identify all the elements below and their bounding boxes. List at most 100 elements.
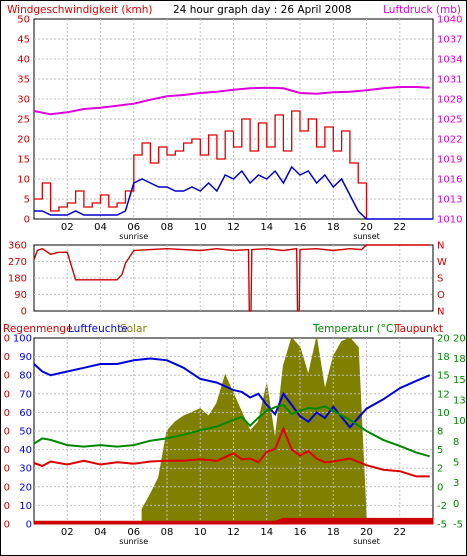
climate-x-tick-label: 02 bbox=[61, 527, 74, 538]
climate-x-tick-label: 06 bbox=[127, 527, 140, 538]
wind-x-tick-label: 08 bbox=[161, 222, 174, 233]
direction-compass-tick-label: O bbox=[437, 290, 445, 301]
rain-area bbox=[33, 517, 434, 525]
rain-y-tick-label: 0 bbox=[4, 352, 10, 363]
rain-y-tick-label: 0 bbox=[4, 334, 10, 345]
rain-y-tick-label: 0 bbox=[4, 464, 10, 475]
wind-gust-line bbox=[34, 110, 368, 219]
temperature-y-tick-label: 0 bbox=[437, 482, 443, 493]
dewpoint-y-tick-label: 3 bbox=[453, 478, 459, 489]
wind-x-tick-label: 12 bbox=[227, 222, 240, 233]
rain-axis-title: Regenmenge bbox=[3, 323, 73, 335]
temperature-y-tick-label: 5 bbox=[437, 445, 443, 456]
direction-compass-tick-label: S bbox=[437, 274, 443, 285]
wind-y-tick-label: 20 bbox=[17, 135, 30, 146]
temperature-y-tick-label: -5 bbox=[437, 520, 447, 531]
rain-y-tick-label: 0 bbox=[4, 389, 10, 400]
rain-y-tick-label: 0 bbox=[4, 501, 10, 512]
rain-y-tick-label: 0 bbox=[4, 427, 10, 438]
direction-compass-tick-label: N bbox=[437, 307, 444, 318]
temperature-y-tick-label: 18 bbox=[437, 352, 450, 363]
chart-title: 24 hour graph day : 26 April 2008 bbox=[173, 4, 351, 16]
climate-x-tick-label: 08 bbox=[161, 527, 174, 538]
wind-y-tick-label: 5 bbox=[24, 195, 30, 206]
climate-x-sublabel: sunrise bbox=[119, 537, 148, 546]
dewpoint-y-tick-label: 13 bbox=[453, 396, 466, 407]
humidity-y-tick-label: 20 bbox=[19, 482, 32, 493]
humidity-y-tick-label: 90 bbox=[19, 352, 32, 363]
dewpoint-y-tick-label: 8 bbox=[453, 437, 459, 448]
climate-x-tick-label: 12 bbox=[227, 527, 240, 538]
temperature-y-tick-label: 2 bbox=[437, 464, 443, 475]
humidity-y-tick-label: 40 bbox=[19, 445, 32, 456]
temperature-y-tick-label: 10 bbox=[437, 408, 450, 419]
temperature-line bbox=[33, 403, 430, 458]
wind-x-tick-label: 20 bbox=[360, 222, 373, 233]
dewpoint-y-tick-label: 18 bbox=[453, 354, 466, 365]
solar-axis-title: Solar bbox=[120, 323, 147, 335]
humidity-y-tick-label: 0 bbox=[26, 520, 32, 531]
pressure-y-tick-label: 1016 bbox=[437, 175, 462, 186]
temperature-y-tick-label: 20 bbox=[437, 334, 450, 345]
dewpoint-y-tick-label: 0 bbox=[453, 499, 459, 510]
dewpoint-line bbox=[33, 426, 430, 478]
wind-x-tick-label: 06 bbox=[127, 222, 140, 233]
wind-x-sublabel: sunset bbox=[353, 232, 380, 241]
wind-x-tick-label: 22 bbox=[393, 222, 406, 233]
wind-x-tick-label: 16 bbox=[294, 222, 307, 233]
wind-axis-title: Windgeschwindigkeit (kmh) bbox=[7, 4, 153, 16]
climate-x-tick-label: 10 bbox=[194, 527, 207, 538]
direction-compass-tick-label: W bbox=[437, 257, 447, 268]
climate-x-tick-label: 04 bbox=[94, 527, 107, 538]
direction-y-tick-label: 180 bbox=[8, 274, 27, 285]
pressure-y-tick-label: 1025 bbox=[437, 115, 462, 126]
wind-x-tick-label: 10 bbox=[194, 222, 207, 233]
pressure-y-tick-label: 1040 bbox=[437, 15, 462, 26]
pressure-y-tick-label: 1022 bbox=[437, 135, 462, 146]
dewpoint-y-tick-label: 5 bbox=[453, 458, 459, 469]
humidity-y-tick-label: 80 bbox=[19, 371, 32, 382]
wind-x-tick-label: 18 bbox=[327, 222, 340, 233]
wind-y-tick-label: 10 bbox=[17, 175, 30, 186]
dewpoint-y-tick-label: 10 bbox=[453, 416, 466, 427]
wind-y-tick-label: 40 bbox=[17, 55, 30, 66]
climate-x-tick-label: 16 bbox=[294, 527, 307, 538]
pressure-y-tick-label: 1034 bbox=[437, 55, 462, 66]
humidity-y-tick-label: 10 bbox=[19, 501, 32, 512]
dewpoint-y-tick-label: -5 bbox=[453, 520, 463, 531]
climate-x-sublabel: sunset bbox=[353, 537, 380, 546]
wind-x-tick-label: 04 bbox=[94, 222, 107, 233]
temperature-y-tick-label: 12 bbox=[437, 389, 450, 400]
temperature-y-tick-label: 8 bbox=[437, 427, 443, 438]
wind-y-tick-label: 15 bbox=[17, 155, 30, 166]
pressure-y-tick-label: 1031 bbox=[437, 75, 462, 86]
wind-x-sublabel: sunrise bbox=[119, 232, 148, 241]
direction-y-tick-label: 90 bbox=[14, 290, 27, 301]
rain-y-tick-label: 0 bbox=[4, 445, 10, 456]
direction-y-tick-label: 360 bbox=[8, 241, 27, 252]
climate-x-tick-label: 22 bbox=[393, 527, 406, 538]
climate-x-tick-label: 20 bbox=[360, 527, 373, 538]
humidity-axis-title: Luftfeuchte bbox=[68, 323, 128, 335]
humidity-y-tick-label: 50 bbox=[19, 427, 32, 438]
wind-average-line bbox=[34, 165, 433, 220]
pressure-y-tick-label: 1019 bbox=[437, 155, 462, 166]
humidity-y-tick-label: 70 bbox=[19, 389, 32, 400]
dewpoint-y-tick-label: 15 bbox=[453, 375, 466, 386]
pressure-y-tick-label: 1028 bbox=[437, 95, 462, 106]
temperature-y-tick-label: -2 bbox=[437, 501, 447, 512]
wind-y-tick-label: 0 bbox=[24, 215, 30, 226]
wind-y-tick-label: 50 bbox=[17, 15, 30, 26]
rain-y-tick-label: 0 bbox=[4, 371, 10, 382]
dewpoint-axis-title: Taupunkt bbox=[394, 323, 443, 335]
pressure-y-tick-label: 1013 bbox=[437, 195, 462, 206]
humidity-y-tick-label: 100 bbox=[13, 334, 32, 345]
direction-y-tick-label: 0 bbox=[21, 307, 27, 318]
direction-y-tick-label: 270 bbox=[8, 257, 27, 268]
humidity-line bbox=[33, 357, 431, 429]
wind-y-tick-label: 45 bbox=[17, 35, 30, 46]
humidity-y-tick-label: 60 bbox=[19, 408, 32, 419]
wind-y-tick-label: 25 bbox=[17, 115, 30, 126]
